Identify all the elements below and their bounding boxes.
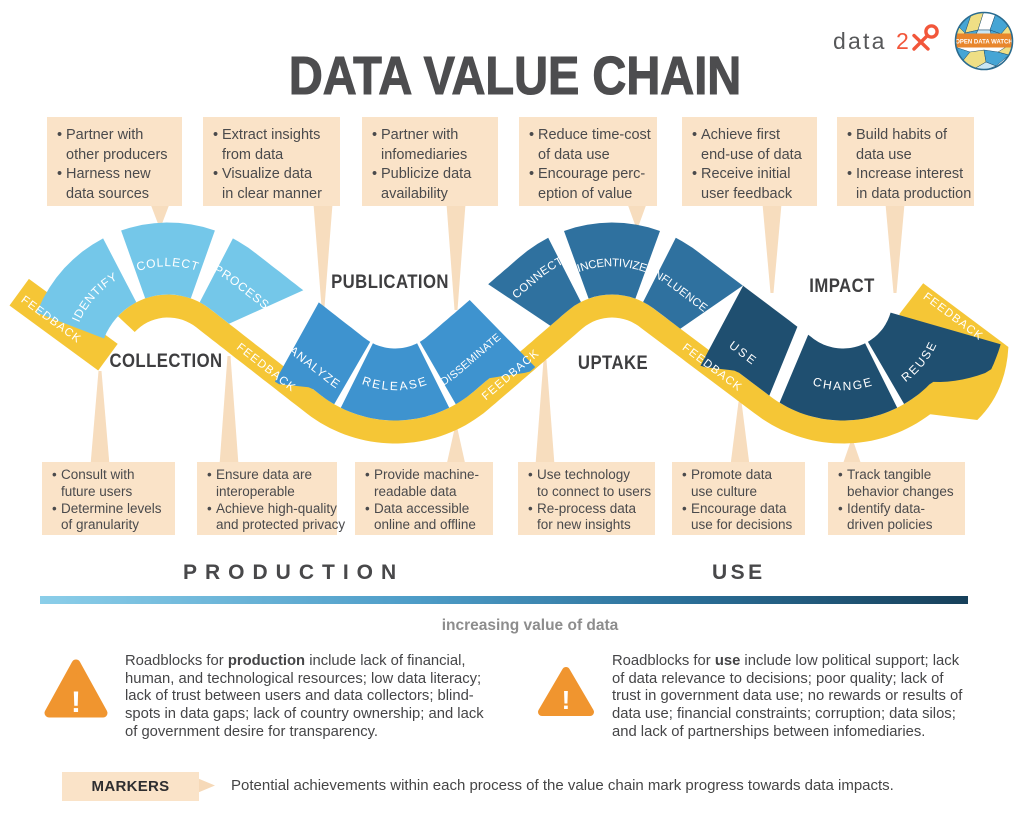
svg-text:2: 2 xyxy=(896,28,909,54)
svg-text:!: ! xyxy=(562,685,571,715)
svg-text:INCENTIVIZE: INCENTIVIZE xyxy=(576,257,649,275)
svg-text:COLLECT: COLLECT xyxy=(135,255,202,274)
svg-text:RELEASE: RELEASE xyxy=(361,374,430,394)
svg-text:!: ! xyxy=(71,686,81,719)
svg-text:OPEN DATA WATCH: OPEN DATA WATCH xyxy=(955,40,1012,46)
svg-text:data: data xyxy=(833,28,887,54)
svg-text:CHANGE: CHANGE xyxy=(811,374,874,393)
